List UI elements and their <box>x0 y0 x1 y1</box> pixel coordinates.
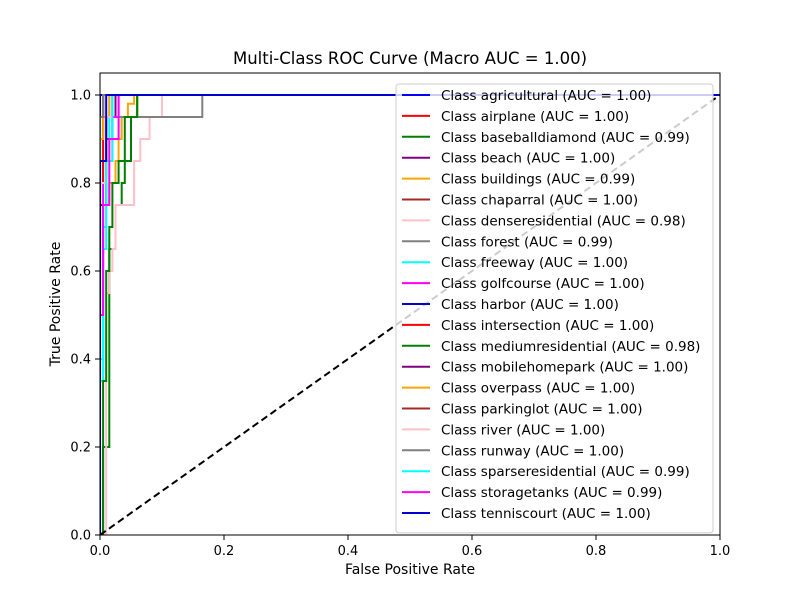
y-tick-label: 0.6 <box>70 265 91 280</box>
legend: Class agricultural (AUC = 1.00) Class air… <box>395 83 714 534</box>
y-axis-ticks: 0.0 0.2 0.4 0.6 0.8 1.0 <box>70 89 100 544</box>
legend-entry-label: Class agricultural (AUC = 1.00) <box>441 88 651 104</box>
legend-entry-label: Class overpass (AUC = 1.00) <box>441 381 635 397</box>
legend-entry-label: Class beach (AUC = 1.00) <box>441 151 615 167</box>
legend-entry-label: Class runway (AUC = 1.00) <box>441 443 624 459</box>
x-axis-label: False Positive Rate <box>345 562 475 578</box>
plot-area <box>100 94 720 535</box>
x-axis-ticks: 0.0 0.2 0.4 0.6 0.8 1.0 <box>90 535 731 559</box>
x-tick-label: 1.0 <box>710 544 731 559</box>
roc-curve-series-12 <box>100 94 720 535</box>
legend-entry-label: Class sparseresidential (AUC = 0.99) <box>441 464 690 480</box>
y-axis-label: True Positive Rate <box>48 242 64 368</box>
chart-title: Multi-Class ROC Curve (Macro AUC = 1.00) <box>233 49 587 68</box>
x-tick-label: 0.8 <box>586 544 607 559</box>
roc-curve-series-18 <box>100 94 720 535</box>
legend-entry-label: Class denseresidential (AUC = 0.98) <box>441 213 686 229</box>
legend-entry-label: Class baseballdiamond (AUC = 0.99) <box>441 130 690 146</box>
y-tick-label: 0.8 <box>70 177 91 192</box>
y-tick-label: 0.0 <box>70 529 91 544</box>
x-tick-label: 0.4 <box>338 544 359 559</box>
legend-entry-label: Class airplane (AUC = 1.00) <box>441 109 629 125</box>
legend-entry-label: Class freeway (AUC = 1.00) <box>441 255 628 271</box>
legend-entry-label: Class river (AUC = 1.00) <box>441 422 605 438</box>
roc-curve-series-20 <box>100 94 720 535</box>
legend-box <box>395 83 714 534</box>
legend-entry-label: Class golfcourse (AUC = 1.00) <box>441 276 645 292</box>
legend-entry-label: Class storagetanks (AUC = 0.99) <box>441 485 662 501</box>
legend-entry-label: Class mediumresidential (AUC = 0.98) <box>441 339 700 355</box>
legend-entry-label: Class parkinglot (AUC = 1.00) <box>441 402 643 418</box>
x-tick-label: 0.2 <box>214 544 235 559</box>
legend-entry-label: Class mobilehomepark (AUC = 1.00) <box>441 360 688 376</box>
axes-frame <box>99 72 721 536</box>
x-tick-label: 0.6 <box>462 544 483 559</box>
legend-entry-label: Class chaparral (AUC = 1.00) <box>441 193 638 209</box>
roc-curve-series-19 <box>100 94 720 535</box>
x-tick-label: 0.0 <box>90 544 111 559</box>
legend-entry-label: Class forest (AUC = 0.99) <box>441 234 613 250</box>
roc-curves <box>100 94 720 535</box>
y-tick-label: 1.0 <box>70 89 91 104</box>
legend-entry-label: Class tenniscourt (AUC = 1.00) <box>441 506 651 522</box>
y-tick-label: 0.4 <box>70 353 91 368</box>
legend-entry-label: Class intersection (AUC = 1.00) <box>441 318 654 334</box>
y-tick-label: 0.2 <box>70 441 91 456</box>
legend-entry-label: Class buildings (AUC = 0.99) <box>441 172 635 188</box>
legend-entry-label: Class harbor (AUC = 1.00) <box>441 297 619 313</box>
